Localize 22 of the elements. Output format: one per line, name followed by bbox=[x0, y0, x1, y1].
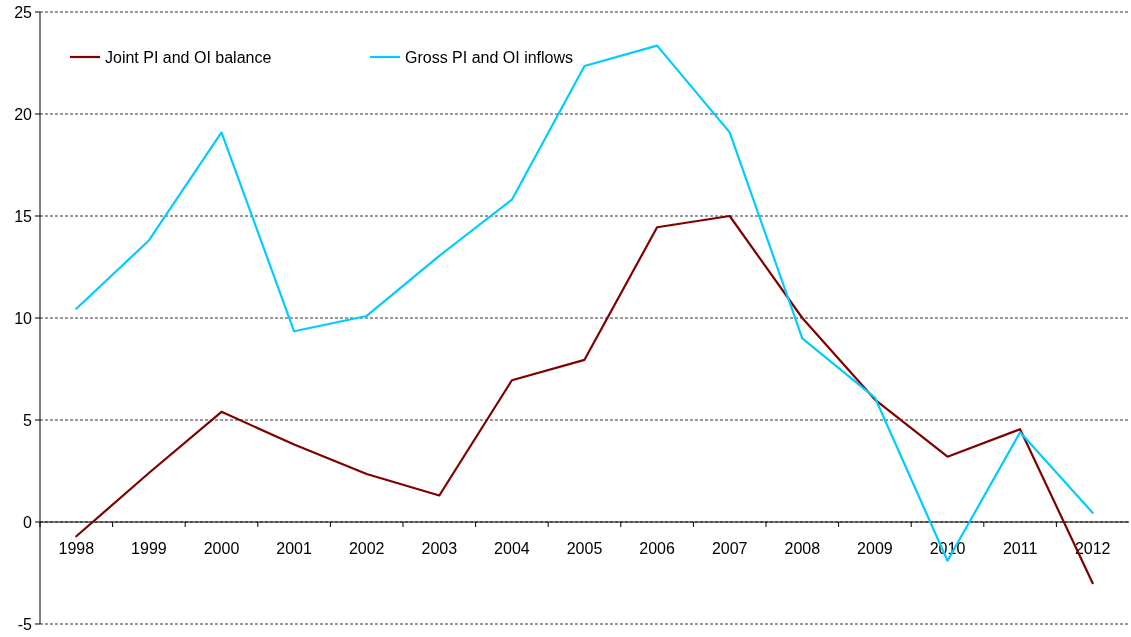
x-tick-label: 2008 bbox=[784, 540, 821, 557]
y-tick-label: 0 bbox=[23, 513, 33, 531]
x-tick-label: 1999 bbox=[131, 540, 167, 557]
x-tick-label: 2003 bbox=[421, 540, 458, 557]
x-tick-label: 2001 bbox=[276, 540, 312, 557]
legend-label: Gross PI and OI inflows bbox=[405, 48, 574, 66]
x-tick-label: 2007 bbox=[711, 540, 748, 557]
y-tick-label: 15 bbox=[14, 207, 33, 225]
y-tick-label: 20 bbox=[14, 105, 33, 123]
y-tick-label: 10 bbox=[14, 309, 33, 327]
y-tick-label: -5 bbox=[17, 615, 33, 633]
x-tick-label: 2004 bbox=[494, 540, 530, 557]
legend-label: Joint PI and OI balance bbox=[105, 48, 272, 66]
x-tick-label: 2000 bbox=[203, 540, 240, 557]
x-tick-label: 2002 bbox=[348, 540, 385, 557]
y-tick-label: 25 bbox=[14, 3, 33, 21]
x-tick-label: 2011 bbox=[1002, 540, 1038, 557]
x-tick-label: 2009 bbox=[857, 540, 893, 557]
y-tick-label: 5 bbox=[23, 411, 33, 429]
x-tick-label: 2006 bbox=[639, 540, 675, 557]
x-tick-label: 2005 bbox=[566, 540, 603, 557]
x-tick-label: 1998 bbox=[58, 540, 95, 557]
